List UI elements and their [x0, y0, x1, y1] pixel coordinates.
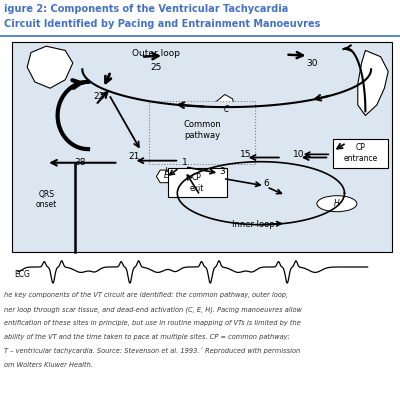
Text: QRS
onset: QRS onset — [36, 190, 57, 209]
Bar — [12, 42, 392, 252]
Text: ability of the VT and the time taken to pace at multiple sites. CP = common path: ability of the VT and the time taken to … — [4, 334, 290, 340]
Text: CP
exit: CP exit — [190, 173, 204, 193]
Polygon shape — [156, 170, 172, 183]
Text: entification of these sites in principle, but use in routine mapping of VTs is l: entification of these sites in principle… — [4, 320, 301, 326]
Polygon shape — [358, 50, 388, 116]
Text: Inner loop: Inner loop — [232, 220, 275, 229]
Text: 3: 3 — [219, 167, 225, 176]
Text: Circuit Identified by Pacing and Entrainment Manoeuvres: Circuit Identified by Pacing and Entrain… — [4, 19, 320, 29]
Bar — [333, 139, 388, 168]
Bar — [168, 168, 227, 198]
Text: 1: 1 — [182, 158, 188, 167]
Text: 38: 38 — [75, 158, 86, 167]
Text: C: C — [224, 105, 229, 114]
Text: 21: 21 — [128, 152, 139, 161]
Text: Common
pathway: Common pathway — [183, 120, 221, 140]
Text: ECG: ECG — [14, 270, 30, 279]
Text: H: H — [334, 199, 340, 208]
Text: T – ventricular tachycardia. Source: Stevenson et al. 1993.´ Reproduced with per: T – ventricular tachycardia. Source: Ste… — [4, 348, 300, 354]
Text: he key components of the VT circuit are identified: the common pathway, outer lo: he key components of the VT circuit are … — [4, 292, 288, 298]
Ellipse shape — [317, 196, 357, 212]
Text: 25: 25 — [151, 63, 162, 72]
Polygon shape — [27, 46, 73, 88]
Text: 15: 15 — [240, 150, 252, 159]
Bar — [149, 101, 255, 164]
Text: 30: 30 — [306, 58, 318, 68]
Text: 22: 22 — [94, 92, 105, 101]
Polygon shape — [210, 94, 236, 122]
Text: CP
entrance: CP entrance — [343, 143, 378, 163]
Text: 10: 10 — [293, 150, 305, 159]
Text: I: I — [165, 167, 167, 176]
Text: igure 2: Components of the Ventricular Tachycardia: igure 2: Components of the Ventricular T… — [4, 4, 288, 14]
Text: om Wolters Kluwer Health.: om Wolters Kluwer Health. — [4, 362, 93, 368]
Text: ner loop through scar tissue, and dead-end activation (C, E, H). Pacing manoeuvr: ner loop through scar tissue, and dead-e… — [4, 306, 302, 313]
Text: E: E — [164, 171, 168, 180]
Text: 6: 6 — [264, 179, 270, 188]
Text: Outer loop: Outer loop — [132, 49, 180, 58]
